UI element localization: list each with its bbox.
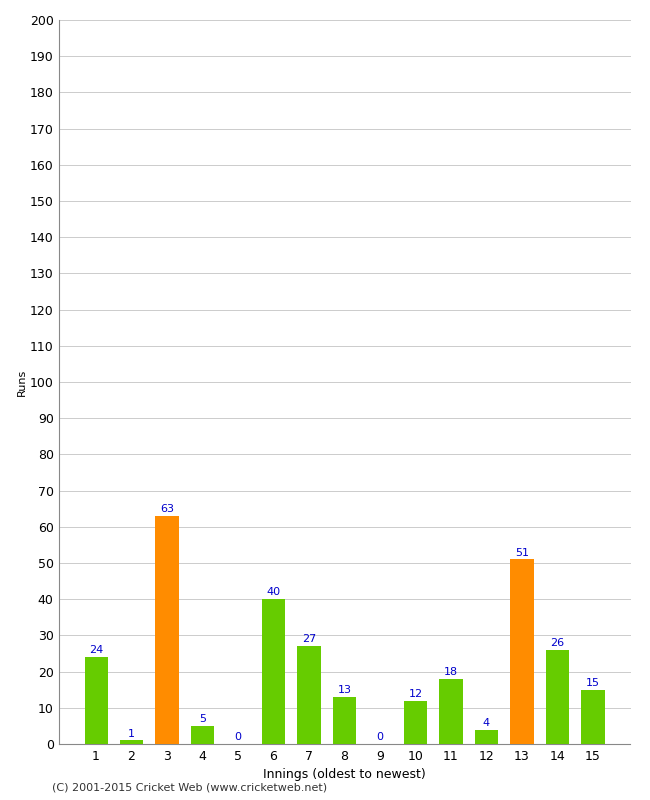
Text: 1: 1 <box>128 729 135 738</box>
Text: 40: 40 <box>266 587 281 598</box>
Text: 4: 4 <box>483 718 490 728</box>
Y-axis label: Runs: Runs <box>17 368 27 396</box>
Bar <box>120 740 143 744</box>
Bar <box>475 730 498 744</box>
Bar <box>262 599 285 744</box>
Bar <box>404 701 427 744</box>
Text: 27: 27 <box>302 634 316 645</box>
Text: 5: 5 <box>199 714 206 724</box>
Bar <box>333 697 356 744</box>
Bar <box>191 726 214 744</box>
Text: 24: 24 <box>89 646 103 655</box>
Bar <box>439 679 463 744</box>
Text: 15: 15 <box>586 678 600 688</box>
Text: 12: 12 <box>408 689 422 698</box>
Text: 18: 18 <box>444 667 458 677</box>
Bar <box>155 516 179 744</box>
Bar <box>298 646 320 744</box>
Bar <box>510 559 534 744</box>
Text: 13: 13 <box>337 685 352 695</box>
Text: 26: 26 <box>551 638 565 648</box>
Bar <box>546 650 569 744</box>
Text: 0: 0 <box>376 732 384 742</box>
Text: (C) 2001-2015 Cricket Web (www.cricketweb.net): (C) 2001-2015 Cricket Web (www.cricketwe… <box>52 782 327 792</box>
Text: 63: 63 <box>160 504 174 514</box>
Bar <box>84 657 107 744</box>
Bar <box>582 690 604 744</box>
X-axis label: Innings (oldest to newest): Innings (oldest to newest) <box>263 768 426 781</box>
Text: 51: 51 <box>515 547 529 558</box>
Text: 0: 0 <box>235 732 242 742</box>
